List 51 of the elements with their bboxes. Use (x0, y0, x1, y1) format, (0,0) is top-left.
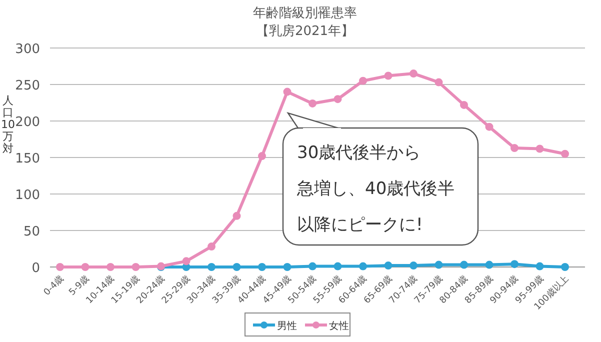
y-tick-label: 50 (23, 224, 40, 240)
point (460, 100, 468, 109)
point (434, 260, 443, 269)
point (208, 263, 216, 271)
annotation: 急増し、40歳代後半 (296, 179, 455, 199)
point (510, 144, 518, 152)
y-axis-title: 人口10万対 (1, 94, 15, 155)
point (359, 76, 367, 85)
point (384, 72, 392, 80)
chart-subtitle: 【乳房2021年】 (256, 23, 354, 39)
y-tick-label: 250 (15, 78, 40, 94)
point (208, 242, 216, 251)
point (410, 70, 418, 78)
point (510, 260, 518, 268)
y-tick-label: 100 (15, 188, 40, 203)
point (232, 212, 241, 220)
point (132, 263, 140, 271)
annotation: 以降にピークに! (297, 215, 423, 235)
point (258, 152, 266, 160)
point (308, 262, 316, 270)
point (460, 260, 468, 269)
point (106, 263, 114, 271)
point (283, 88, 292, 96)
point (56, 263, 64, 271)
legend-label: 女性 (329, 320, 349, 332)
point (434, 78, 443, 86)
point (81, 263, 90, 271)
point (485, 122, 494, 131)
point (410, 262, 418, 270)
x-tick-label: 0-4歳 (42, 273, 66, 298)
point (232, 263, 241, 271)
point (283, 263, 292, 271)
point (536, 144, 544, 153)
y-tick-label: 150 (15, 152, 40, 166)
point (258, 263, 266, 271)
point (359, 262, 367, 270)
y-tick-label: 200 (15, 115, 40, 130)
point (308, 99, 316, 108)
annotation: 30歳代後半から (297, 143, 421, 163)
legend-label: 男性 (277, 320, 297, 332)
point (182, 257, 190, 266)
point (561, 150, 569, 158)
chart-title: 年齢階級別罹患率 (253, 5, 357, 21)
point (485, 260, 494, 269)
point (334, 262, 342, 270)
point (536, 262, 544, 270)
point (561, 263, 569, 271)
point (334, 95, 342, 104)
y-tick-label: 300 (15, 42, 40, 57)
y-tick-label: 0 (32, 261, 40, 276)
point (384, 262, 392, 270)
